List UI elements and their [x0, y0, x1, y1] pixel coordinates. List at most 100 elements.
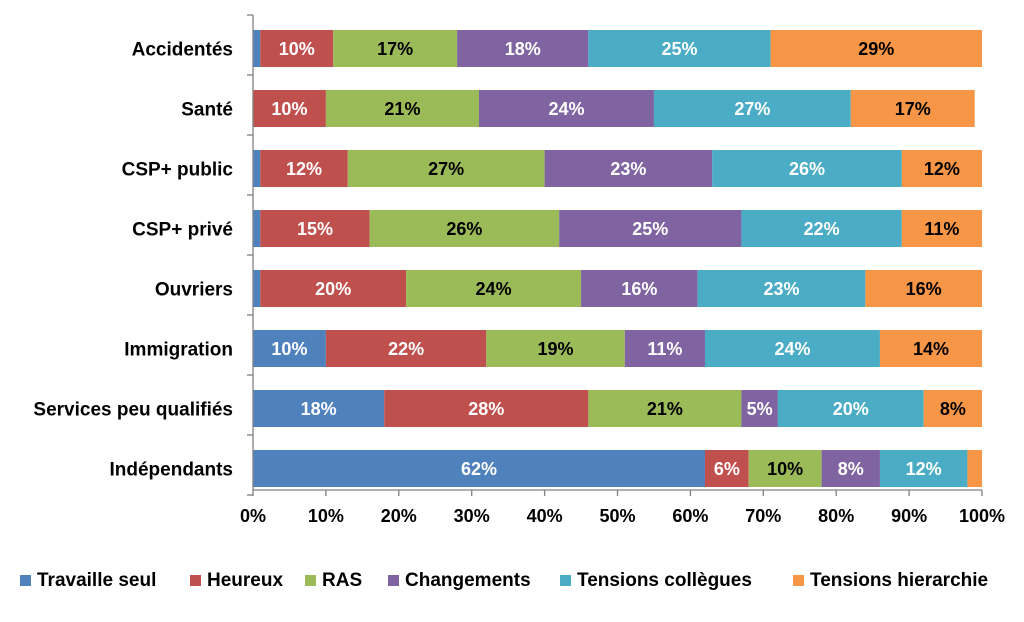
- bar-segment: [741, 390, 778, 427]
- bar-segment: [879, 450, 968, 487]
- bar-segment: [712, 150, 902, 187]
- bar-segment: [581, 270, 698, 307]
- bar-segment: [559, 210, 742, 247]
- bars-group: 10% 17% 18% 25% 29% 10% 21% 24% 27% 17% 12% 27% 23% 2…: [253, 30, 982, 487]
- bar-segment: [770, 30, 982, 67]
- data-label: 12%: [286, 159, 322, 179]
- bar-segment: [325, 330, 487, 367]
- bar-segment: [253, 30, 261, 67]
- category-label: Ouvriers: [155, 280, 233, 301]
- category-label: CSP+ public: [122, 160, 234, 181]
- bar-segment: [850, 90, 975, 127]
- legend: Travaille seul Heureux RAS Changements Tensi…: [20, 570, 988, 591]
- data-label: 17%: [377, 39, 413, 59]
- x-tick-label: 20%: [381, 506, 417, 526]
- legend-label: Travaille seul: [37, 570, 156, 591]
- bar-segment: [821, 450, 880, 487]
- legend-label: Heureux: [207, 570, 283, 591]
- bar-segment: [923, 390, 982, 427]
- x-tick-label: 10%: [308, 506, 344, 526]
- data-label: 23%: [610, 159, 646, 179]
- category-label: Accidentés: [132, 40, 233, 61]
- data-label: 26%: [446, 219, 482, 239]
- data-label: 10%: [271, 99, 307, 119]
- bar-segment: [879, 330, 982, 367]
- bar-segment: [704, 450, 749, 487]
- data-label: 8%: [940, 399, 966, 419]
- data-label: 19%: [538, 339, 574, 359]
- data-label: 27%: [428, 159, 464, 179]
- bar-segment: [406, 270, 582, 307]
- data-label: 18%: [505, 39, 541, 59]
- bar-segment: [260, 150, 348, 187]
- bar-segment: [260, 270, 407, 307]
- category-label: Services peu qualifiés: [33, 400, 233, 421]
- bar-segment: [588, 390, 742, 427]
- data-label: 12%: [924, 159, 960, 179]
- bar-segment: [624, 330, 705, 367]
- data-label: 26%: [789, 159, 825, 179]
- data-label: 12%: [906, 459, 942, 479]
- x-tick-label: 0%: [240, 506, 266, 526]
- legend-label: Tensions hierarchie: [810, 570, 988, 591]
- x-tick-label: 90%: [891, 506, 927, 526]
- data-label: 11%: [924, 219, 959, 239]
- category-label: Indépendants: [109, 460, 233, 481]
- legend-label: RAS: [322, 570, 362, 591]
- data-label: 15%: [297, 219, 333, 239]
- bar-segment: [253, 210, 261, 247]
- legend-swatch: [793, 575, 804, 586]
- data-label: 5%: [747, 399, 773, 419]
- bar-segment: [253, 450, 705, 487]
- data-label: 24%: [476, 279, 512, 299]
- legend-swatch: [190, 575, 201, 586]
- data-label: 25%: [661, 39, 697, 59]
- bar-segment: [697, 270, 866, 307]
- data-label: 20%: [833, 399, 869, 419]
- data-label: 6%: [714, 459, 740, 479]
- x-tick-label: 60%: [672, 506, 708, 526]
- bar-segment: [544, 150, 713, 187]
- data-label: 28%: [468, 399, 504, 419]
- data-label: 62%: [461, 459, 497, 479]
- legend-swatch: [20, 575, 31, 586]
- bar-segment: [347, 150, 545, 187]
- data-label: 22%: [804, 219, 840, 239]
- axes-group: Accidentés Santé CSP+ public CSP+ privé Ouvr…: [33, 14, 1005, 526]
- data-label: 14%: [913, 339, 949, 359]
- x-tick-label: 30%: [454, 506, 490, 526]
- bar-segment: [260, 210, 370, 247]
- bar-segment: [967, 450, 982, 487]
- bar-segment: [486, 330, 625, 367]
- bar-segment: [865, 270, 982, 307]
- data-label: 24%: [774, 339, 810, 359]
- category-label: Santé: [181, 100, 233, 121]
- data-label: 10%: [271, 339, 307, 359]
- bar-segment: [253, 270, 261, 307]
- bar-segment: [325, 90, 479, 127]
- bar-segment: [253, 150, 261, 187]
- bar-segment: [457, 30, 589, 67]
- category-label: Immigration: [124, 340, 233, 361]
- bar-segment: [704, 330, 880, 367]
- x-tick-label: 40%: [527, 506, 563, 526]
- data-label: 27%: [734, 99, 770, 119]
- data-label: 25%: [632, 219, 668, 239]
- data-label: 11%: [647, 339, 682, 359]
- bar-segment: [369, 210, 560, 247]
- bar-segment: [588, 30, 771, 67]
- data-label: 8%: [838, 459, 864, 479]
- bar-segment: [777, 390, 924, 427]
- data-label: 16%: [906, 279, 942, 299]
- bar-segment: [653, 90, 851, 127]
- bar-segment: [748, 450, 822, 487]
- data-label: 29%: [858, 39, 894, 59]
- legend-label: Tensions collègues: [577, 570, 752, 591]
- data-label: 20%: [315, 279, 351, 299]
- bar-segment: [253, 390, 385, 427]
- data-label: 23%: [764, 279, 800, 299]
- data-label: 16%: [621, 279, 657, 299]
- legend-label: Changements: [405, 570, 531, 591]
- data-label: 24%: [548, 99, 584, 119]
